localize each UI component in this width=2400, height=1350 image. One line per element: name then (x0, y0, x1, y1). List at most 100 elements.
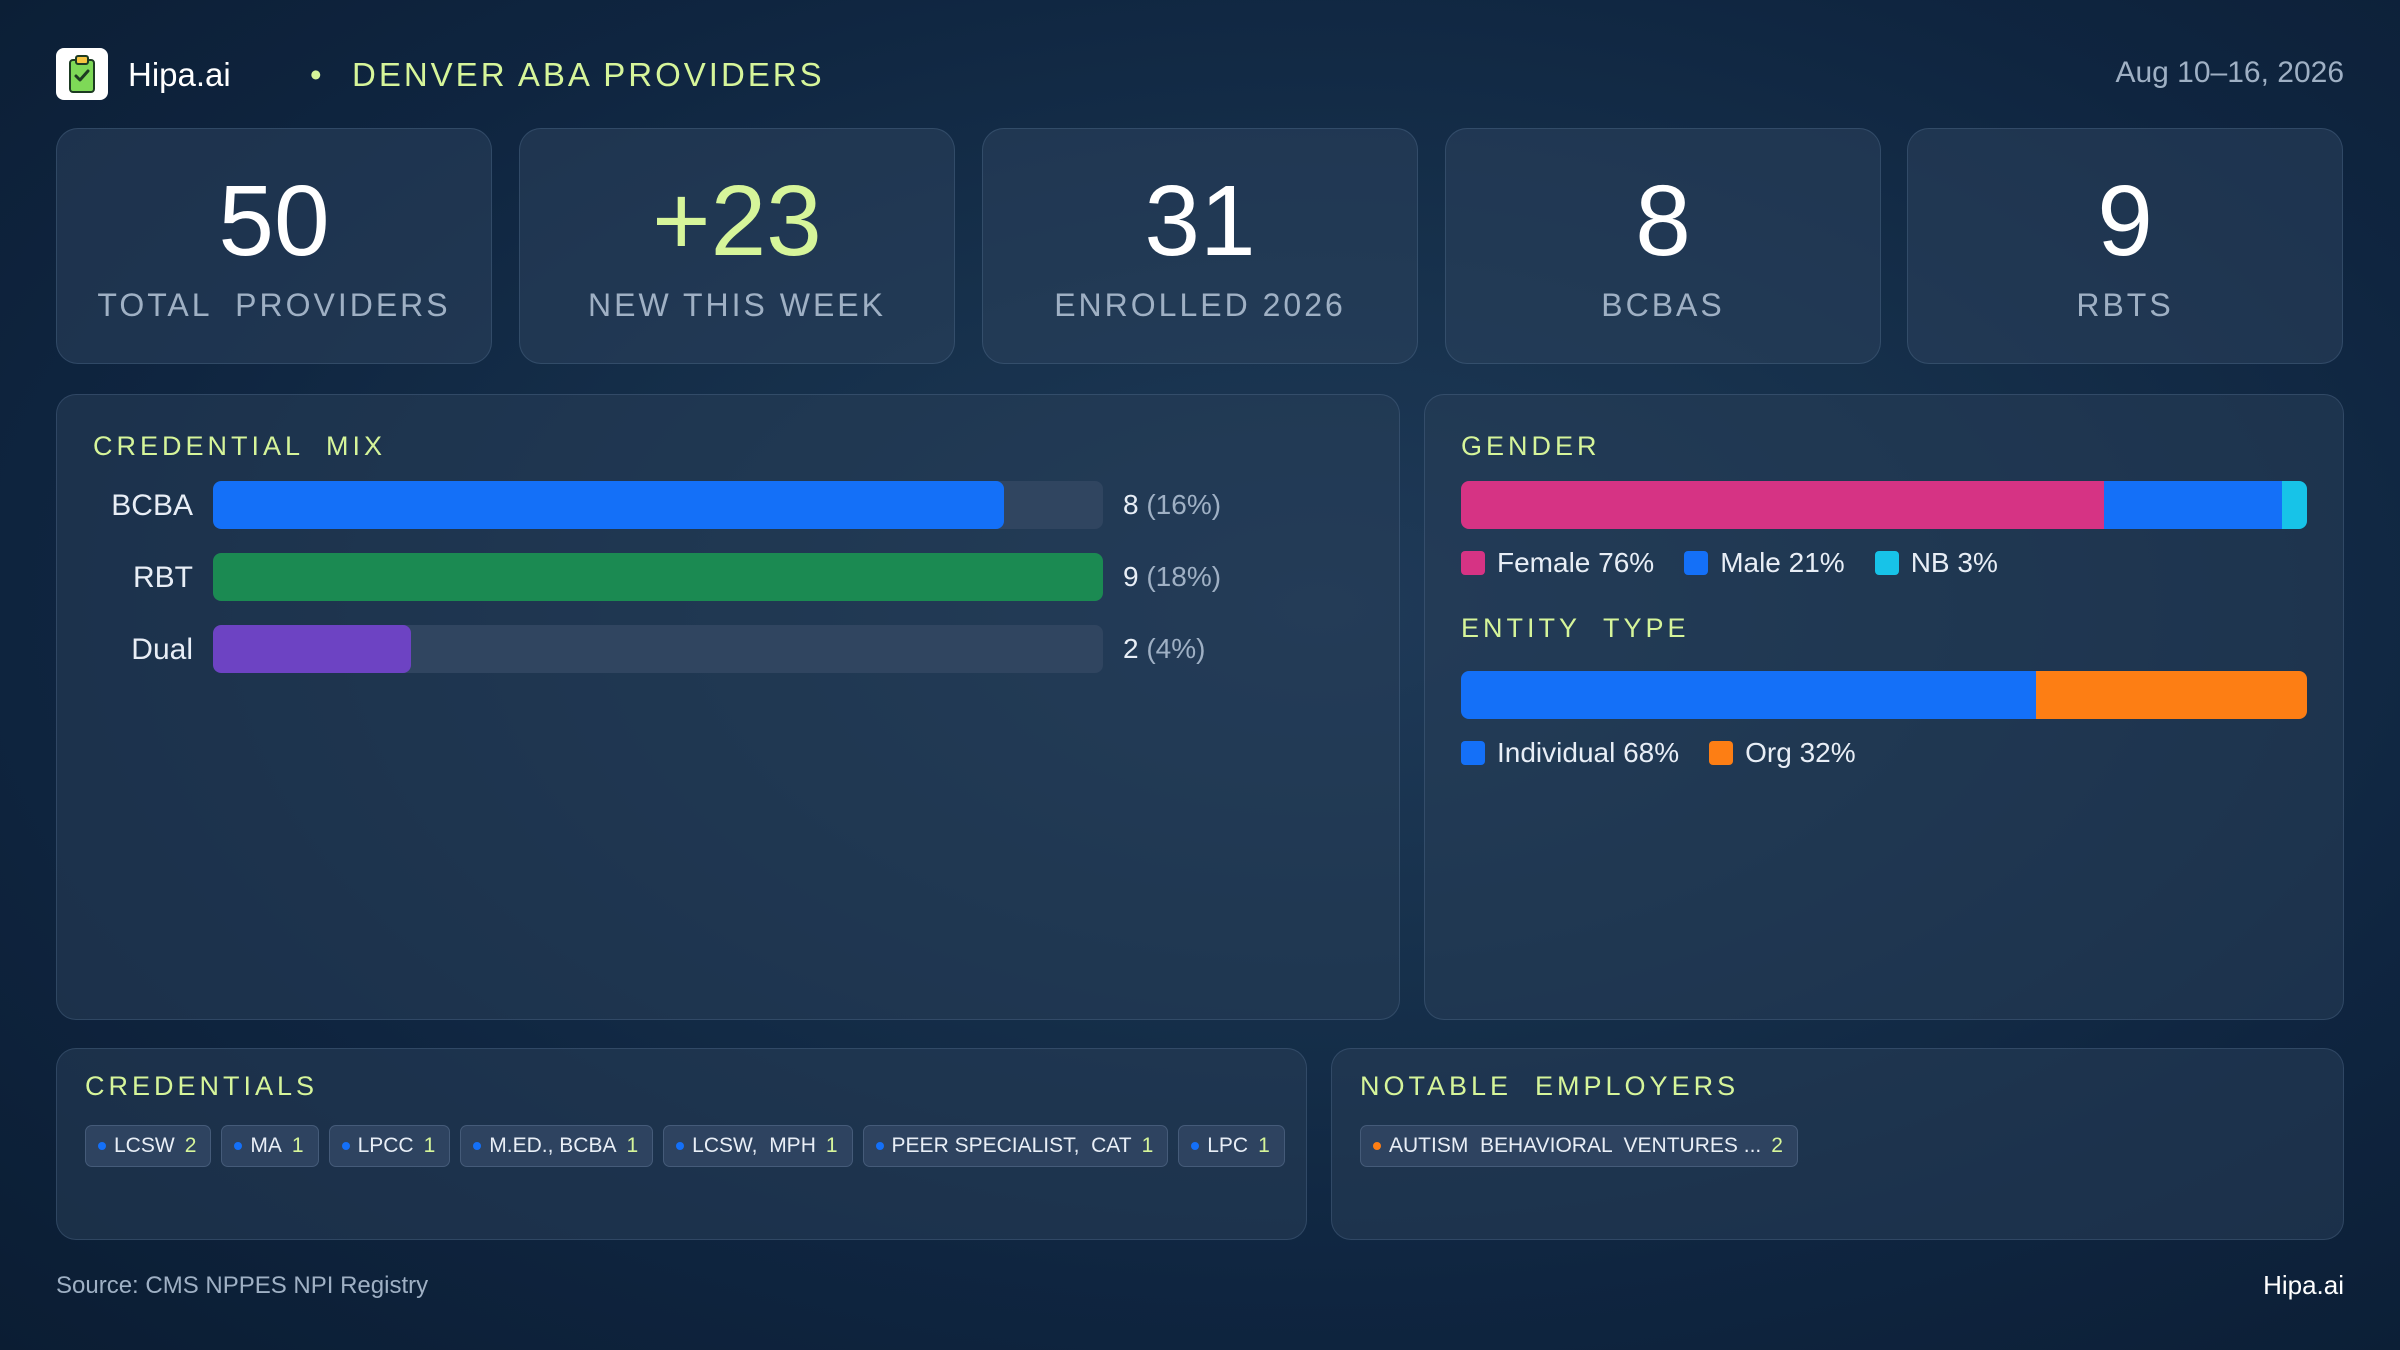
kpi-label: TOTAL PROVIDERS (97, 287, 451, 323)
bar-track-bcba (213, 481, 1103, 529)
legend-swatch (1684, 551, 1709, 575)
notable-employers-title: NOTABLE EMPLOYERS (1360, 1071, 1740, 1101)
chip-label: LPCC (357, 1134, 414, 1157)
bar-count: 8 (1123, 489, 1139, 520)
chip-count: 1 (423, 1134, 436, 1157)
tag-chip: LCSW 2 (85, 1125, 212, 1167)
chip-dot-icon (875, 1142, 884, 1150)
tag-chip: LCSW, MPH 1 (663, 1125, 853, 1167)
page-title: DENVER ABA PROVIDERS (352, 56, 825, 93)
bar-label-dual: Dual (131, 633, 193, 666)
chip-label: LCSW, MPH (692, 1134, 816, 1157)
gender-title: GENDER (1461, 431, 1601, 461)
demographics-panel: GENDER Female 76% Male 21% NB 3% ENTITY TY… (1424, 394, 2344, 1020)
kpi-label: RBTS (2076, 287, 2174, 323)
kpi-value: 50 (218, 165, 330, 277)
kpi-value: 31 (1144, 165, 1256, 277)
bar-count: 2 (1123, 633, 1139, 664)
gender-stacked-bar (1461, 481, 2307, 529)
bar-value-rbt: 9 (18%) (1123, 561, 1221, 593)
source-note: Source: CMS NPPES NPI Registry (56, 1272, 429, 1299)
kpi-value: +23 (652, 165, 822, 277)
legend-swatch (1874, 551, 1899, 575)
entity-type-stacked-bar (1461, 671, 2307, 719)
chip-count: 1 (1258, 1134, 1270, 1157)
bar-label-rbt: RBT (133, 561, 193, 594)
chip-count: 1 (626, 1134, 639, 1157)
tag-chip: LPC 1 (1178, 1125, 1285, 1167)
legend-label: Female 76% (1497, 547, 1655, 578)
legend-swatch (1461, 551, 1485, 575)
bar-fill-rbt (213, 553, 1103, 601)
brand-name: Hipa.ai (128, 56, 231, 93)
chip-label: MA (250, 1134, 282, 1157)
kpi-card-enrolled-2026: 31 ENROLLED 2026 (982, 128, 1418, 364)
chip-dot-icon (1191, 1142, 1200, 1150)
legend-swatch (1709, 741, 1734, 765)
credential-mix-panel: CREDENTIAL MIX BCBA 8 (16%) RBT 9 (18%) … (56, 394, 1400, 1020)
credential-mix-title: CREDENTIAL MIX (93, 431, 387, 461)
title-separator: • (310, 56, 322, 93)
credentials-title: CREDENTIALS (85, 1071, 319, 1101)
chip-count: 2 (184, 1134, 197, 1157)
tag-chip: PEER SPECIALIST, CAT 1 (862, 1125, 1169, 1167)
credentials-panel: CREDENTIALS LCSW 2 MA 1 LPCC 1 M.ED., BCBA 1 LCS… (56, 1048, 1307, 1240)
legend-item: Org 32% (1709, 737, 1856, 769)
legend-swatch (1461, 741, 1485, 765)
kpi-value: 9 (2097, 165, 2153, 277)
tag-chip: M.ED., BCBA 1 (460, 1125, 654, 1167)
legend-item: Male 21% (1684, 547, 1845, 579)
tag-chip: LPCC 1 (328, 1125, 451, 1167)
bar-fill-bcba (213, 481, 1005, 529)
date-range: Aug 10–16, 2026 (2115, 56, 2344, 89)
legend-item: Female 76% (1461, 547, 1654, 579)
chip-count: 2 (1771, 1134, 1783, 1157)
entity-type-legend: Individual 68% Org 32% (1461, 737, 1856, 769)
chip-label: AUTISM BEHAVIORAL VENTURES ... (1389, 1134, 1762, 1157)
kpi-card-new-this-week: +23 NEW THIS WEEK (519, 128, 955, 364)
chip-label: M.ED., BCBA (489, 1134, 617, 1157)
kpi-card-total-providers: 50 TOTAL PROVIDERS (56, 128, 492, 364)
legend-item: Individual 68% (1461, 737, 1679, 769)
kpi-card-rbts: 9 RBTS (1907, 128, 2343, 364)
legend-label: Male 21% (1720, 547, 1845, 578)
chip-label: LPC (1207, 1134, 1249, 1157)
footer-brand: Hipa.ai (2263, 1270, 2344, 1300)
entity-type-segment-0 (1461, 671, 2037, 719)
chip-dot-icon (1373, 1142, 1381, 1150)
chip-dot-icon (473, 1142, 482, 1150)
chip-label: LCSW (114, 1134, 175, 1157)
tag-chip: AUTISM BEHAVIORAL VENTURES ... 2 (1360, 1125, 1798, 1167)
entity-type-segment-1 (2036, 671, 2307, 719)
kpi-card-bcbas: 8 BCBAS (1445, 128, 1881, 364)
legend-item: NB 3% (1874, 547, 1998, 579)
legend-label: Org 32% (1745, 737, 1856, 768)
gender-legend: Female 76% Male 21% NB 3% (1461, 547, 1998, 579)
entity-type-title: ENTITY TYPE (1461, 613, 1690, 643)
kpi-value: 8 (1635, 165, 1691, 277)
kpi-label: BCBAS (1601, 287, 1725, 323)
bar-fill-dual (213, 625, 411, 673)
credentials-chip-list: LCSW 2 MA 1 LPCC 1 M.ED., BCBA 1 LCSW, MPH 1 PEER … (85, 1125, 1286, 1167)
bar-value-dual: 2 (4%) (1123, 633, 1205, 665)
chip-dot-icon (234, 1142, 243, 1150)
bar-count: 9 (1123, 561, 1139, 592)
employers-chip-list: AUTISM BEHAVIORAL VENTURES ... 2 (1360, 1125, 2323, 1167)
gender-segment-2 (2281, 481, 2307, 529)
chip-count: 1 (291, 1134, 304, 1157)
header: Hipa.ai • DENVER ABA PROVIDERS Aug 10–16… (56, 48, 2344, 100)
chip-count: 1 (1141, 1134, 1154, 1157)
bar-percent: (18%) (1146, 561, 1222, 592)
bar-track-dual (213, 625, 1103, 673)
kpi-label: ENROLLED 2026 (1054, 287, 1346, 323)
gender-segment-1 (2103, 481, 2282, 529)
chip-dot-icon (676, 1142, 685, 1150)
kpi-label: NEW THIS WEEK (588, 287, 886, 323)
bar-percent: (16%) (1146, 489, 1222, 520)
bar-percent: (4%) (1146, 633, 1206, 664)
chip-label: PEER SPECIALIST, CAT (891, 1134, 1132, 1157)
chip-dot-icon (98, 1142, 106, 1150)
legend-label: NB 3% (1910, 547, 1998, 578)
chip-dot-icon (341, 1142, 350, 1150)
clipboard-logo-icon (56, 48, 108, 100)
